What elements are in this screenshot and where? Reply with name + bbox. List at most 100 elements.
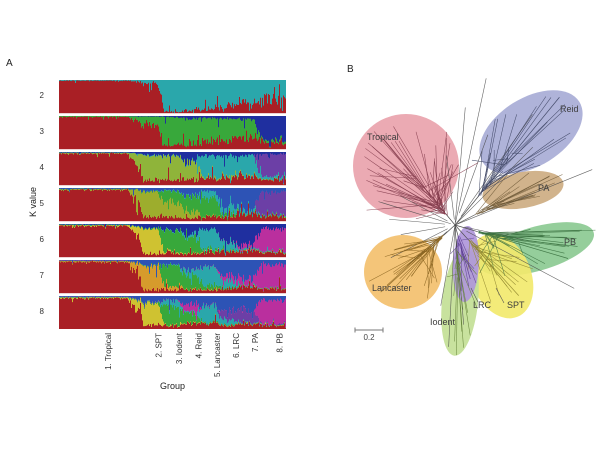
label-pointer-spt — [495, 287, 505, 304]
cluster-label-spt: SPT — [507, 300, 525, 310]
branch-tropical — [424, 153, 431, 198]
cluster-label-lancaster: Lancaster — [372, 283, 412, 293]
branch-reid — [489, 157, 509, 185]
branch-reid — [483, 118, 499, 188]
stray-branch — [378, 201, 451, 225]
branch-tropical — [432, 172, 441, 199]
branch-reid — [514, 104, 566, 154]
branch-pb — [489, 234, 538, 265]
branch-reid — [485, 137, 567, 188]
panel-a-label: A — [6, 58, 13, 69]
branch-pa — [475, 174, 508, 215]
branch-spt — [486, 259, 517, 262]
group-label: 1. Tropical — [103, 333, 113, 370]
panel-b-label: B — [347, 64, 354, 75]
stray-branch — [446, 155, 455, 220]
stray-branch — [455, 78, 487, 223]
tree-spine — [454, 224, 478, 233]
branch-tropical — [437, 131, 448, 205]
branch-tropical — [394, 141, 432, 198]
cluster-label-tropical: Tropical — [367, 132, 399, 142]
stray-branch — [400, 195, 448, 222]
tree-spine — [445, 214, 456, 226]
branch-lancaster — [426, 249, 429, 289]
group-label: 7. PA — [250, 333, 260, 352]
k-tick-label: 3 — [39, 127, 44, 136]
k-tick-label: 4 — [39, 163, 44, 172]
branch-pa — [481, 183, 540, 211]
branch-tropical — [403, 180, 425, 188]
branch-tropical — [398, 140, 427, 189]
tree-spine — [454, 214, 476, 226]
branch-lancaster — [396, 237, 443, 275]
group-label: 8. PB — [275, 333, 285, 353]
branch-iodent — [454, 258, 458, 342]
branch-lancaster — [399, 238, 443, 279]
branch-tropical — [439, 198, 446, 211]
y-axis-title: K value — [28, 187, 38, 218]
branch-reid — [490, 114, 507, 182]
branch-lrc — [457, 235, 477, 284]
stray-branch — [448, 227, 456, 347]
branch-pb — [478, 232, 570, 247]
branch-lancaster — [384, 239, 439, 257]
stray-branch — [454, 107, 466, 224]
branch-spt — [474, 239, 488, 250]
branch-tropical — [376, 190, 440, 206]
branch-tropical — [364, 156, 445, 213]
branch-tropical — [385, 183, 443, 210]
branch-tropical — [439, 143, 451, 206]
branch-pa — [478, 172, 530, 215]
branch-lancaster — [431, 242, 435, 284]
tree-spine — [454, 224, 470, 241]
branch-tropical — [393, 126, 447, 215]
x-axis-title: Group — [159, 381, 185, 391]
branch-lancaster — [393, 237, 442, 251]
branch-tropical — [432, 158, 435, 196]
branch-tropical — [390, 142, 426, 190]
stray-branch — [455, 169, 593, 226]
branch-iodent — [455, 277, 459, 356]
branch-pb — [481, 233, 577, 239]
cluster-label-iodent: Iodent — [430, 317, 456, 327]
branch-spt — [468, 239, 528, 283]
stray-branch — [389, 218, 445, 225]
branch-tropical — [411, 201, 445, 214]
branch-lrc — [462, 255, 475, 269]
branch-tropical — [432, 180, 450, 199]
branch-pb — [491, 235, 546, 264]
branch-pa — [477, 191, 511, 213]
branch-tropical — [425, 162, 479, 193]
branch-lancaster — [390, 254, 420, 259]
branch-spt — [474, 240, 496, 247]
branch-reid — [496, 165, 541, 178]
branch-pb — [496, 237, 541, 247]
branch-pb — [484, 233, 495, 270]
branch-reid — [484, 138, 555, 190]
branch-lrc — [460, 237, 475, 241]
branch-lancaster — [369, 249, 429, 282]
branch-lrc — [455, 238, 459, 260]
stray-branch — [400, 226, 446, 235]
branch-lrc — [461, 247, 470, 287]
branch-tropical — [415, 211, 445, 219]
branch-reid — [483, 171, 503, 192]
branch-lrc — [461, 249, 463, 257]
tree-spine — [454, 224, 459, 237]
branch-iodent — [456, 263, 464, 348]
k-tick-label: 6 — [39, 235, 44, 244]
branch-lrc — [458, 242, 472, 272]
tree-spine — [454, 224, 457, 249]
scale-bar-label: 0.2 — [363, 333, 375, 342]
branch-reid — [478, 150, 483, 196]
branch-lrc — [457, 236, 460, 265]
cluster-label-lrc: LRC — [473, 300, 492, 310]
branch-tropical — [379, 168, 417, 178]
branch-reid — [502, 110, 565, 168]
branch-spt — [490, 264, 498, 276]
branch-spt — [470, 241, 492, 303]
tree-spine — [454, 195, 480, 226]
branch-iodent — [455, 248, 464, 310]
label-pointer-lrc — [470, 287, 479, 303]
branch-pb — [485, 234, 495, 249]
